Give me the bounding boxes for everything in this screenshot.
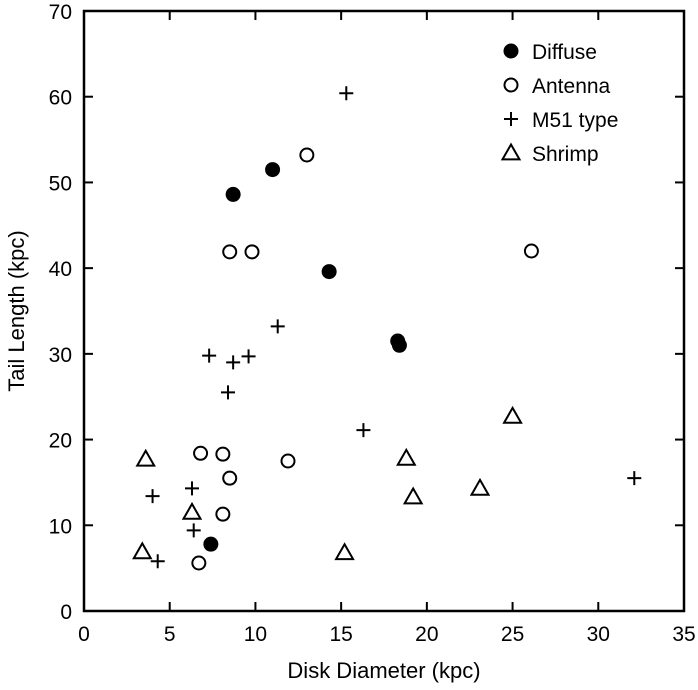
axes: 0 5 10 15 20 25 30 35 0 10 20 30 40 50 60 70 [49,1,696,646]
legend-label-diffuse: Diffuse [532,41,597,64]
x-tick-label: 10 [244,623,267,646]
legend: Diffuse Antenna M51 type Shrimp [500,41,618,166]
x-tick-label: 5 [164,623,176,646]
m51-type-point [627,471,642,486]
legend-marker-m51-type [504,112,518,126]
m51-type-point [221,385,235,400]
m51-type-point [202,348,217,363]
m51-type-point [356,423,371,438]
y-tick-label: 50 [49,172,72,195]
x-tick-label: 20 [415,623,438,646]
antenna-point [244,244,260,260]
shrimp-point [135,448,156,467]
antenna-point [280,453,296,469]
antenna-point [191,555,207,571]
antenna-point [193,445,209,461]
antenna-point [222,244,238,260]
x-tick-label: 30 [587,623,610,646]
shrimp-point [469,477,491,496]
m51-type-point [186,523,201,538]
x-tick-label: 25 [501,623,524,646]
data-points [132,86,642,571]
y-tick-label: 70 [49,1,72,24]
m51-type-point [270,319,285,334]
legend-label-shrimp: Shrimp [532,143,599,166]
shrimp-point [132,541,153,560]
diffuse-point [265,162,281,178]
antenna-point [215,506,231,522]
y-tick-label: 0 [60,601,72,624]
x-axis-label: Disk Diameter (kpc) [287,658,480,683]
legend-marker-shrimp [500,142,522,161]
legend-marker-antenna [503,77,519,93]
m51-type-point [339,86,354,101]
y-tick-label: 20 [49,430,72,453]
diffuse-point [321,264,337,280]
y-tick-label: 10 [49,515,72,538]
shrimp-point [396,447,417,466]
antenna-point [222,470,238,486]
shrimp-point [181,501,203,520]
shrimp-point [402,486,424,505]
legend-marker-diffuse [503,43,519,59]
y-axis-label: Tail Length (kpc) [4,230,29,391]
diffuse-point [203,536,219,552]
diffuse-point [391,337,407,353]
y-tick-label: 40 [49,258,72,281]
m51-type-point [241,349,256,364]
shrimp-point [502,405,523,424]
m51-type-point [145,489,160,504]
x-tick-label: 15 [329,623,352,646]
y-tick-label: 30 [49,344,72,367]
plot-frame [82,9,686,613]
diffuse-point [225,186,241,202]
antenna-point [299,147,315,163]
antenna-point [523,243,539,259]
legend-label-antenna: Antenna [532,75,611,98]
antenna-point [215,446,231,462]
legend-label-m51-type: M51 type [532,109,618,132]
shrimp-point [334,542,355,561]
x-tick-label: 35 [672,623,695,646]
m51-type-point [226,355,241,370]
y-tick-label: 60 [49,87,72,110]
m51-type-point [185,481,199,496]
x-tick-label: 0 [78,623,90,646]
m51-type-point [150,554,165,569]
